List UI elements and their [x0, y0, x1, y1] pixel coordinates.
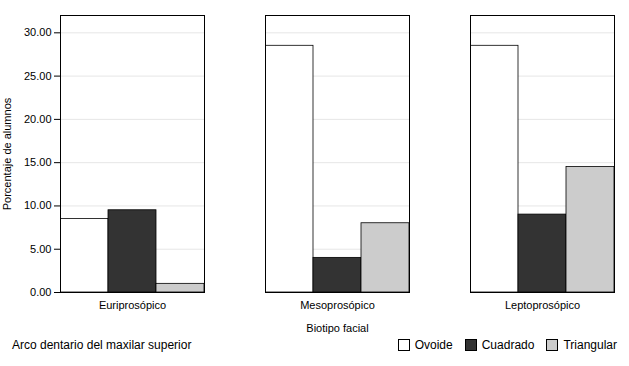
- svg-text:30.00: 30.00: [24, 26, 52, 38]
- svg-text:Biotipo facial: Biotipo facial: [306, 322, 368, 334]
- svg-text:Mesoprosópico: Mesoprosópico: [300, 299, 375, 311]
- svg-text:Euriprosópico: Euriprosópico: [99, 299, 166, 311]
- svg-text:Leptoprosópico: Leptoprosópico: [505, 299, 580, 311]
- html-text:Ovoide: Ovoide: [414, 338, 453, 352]
- svg-text:20.00: 20.00: [24, 113, 52, 125]
- svg-text:25.00: 25.00: [24, 70, 52, 82]
- svg-text:5.00: 5.00: [30, 243, 51, 255]
- svg-text:15.00: 15.00: [24, 156, 52, 168]
- html-text:Arco dentario del maxilar supe: Arco dentario del maxilar superior: [12, 338, 192, 352]
- svg-text:0.00: 0.00: [30, 286, 51, 298]
- html-text:Triangular: Triangular: [563, 338, 617, 352]
- html-text:Cuadrado: Cuadrado: [481, 338, 535, 352]
- svg-text:10.00: 10.00: [24, 199, 52, 211]
- svg-text:Porcentaje de alumnos: Porcentaje de alumnos: [1, 97, 13, 210]
